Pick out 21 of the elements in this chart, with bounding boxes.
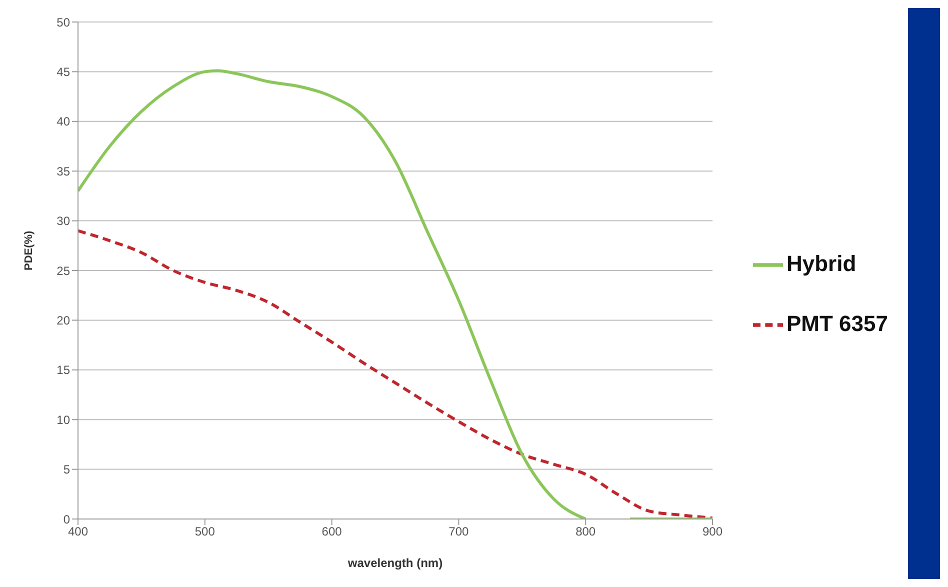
legend-label: Hybrid [786,250,856,276]
x-tick-label: 400 [68,524,88,539]
y-tick-label: 10 [56,412,70,427]
y-tick-label: 15 [56,363,70,378]
x-tick-label: 700 [448,524,470,539]
y-axis-title: PDE(%) [22,230,35,270]
x-tick-label: 500 [194,524,216,539]
y-tick-label: 20 [56,313,70,328]
y-tick-label: 50 [56,15,70,30]
legend-label: PMT 6357 [786,310,888,336]
x-tick-label: 900 [702,524,723,539]
y-tick-label: 45 [56,64,70,79]
x-tick-label: 800 [576,524,596,539]
x-axis-title: wavelength (nm) [346,556,443,570]
y-tick-label: 30 [56,214,70,228]
y-tick-label: 35 [56,164,70,178]
y-tick-label: 5 [63,462,70,477]
y-tick-label: 0 [63,512,70,526]
x-tick-label: 600 [322,524,342,539]
y-tick-label: 40 [56,114,70,129]
y-tick-label: 25 [56,264,70,278]
